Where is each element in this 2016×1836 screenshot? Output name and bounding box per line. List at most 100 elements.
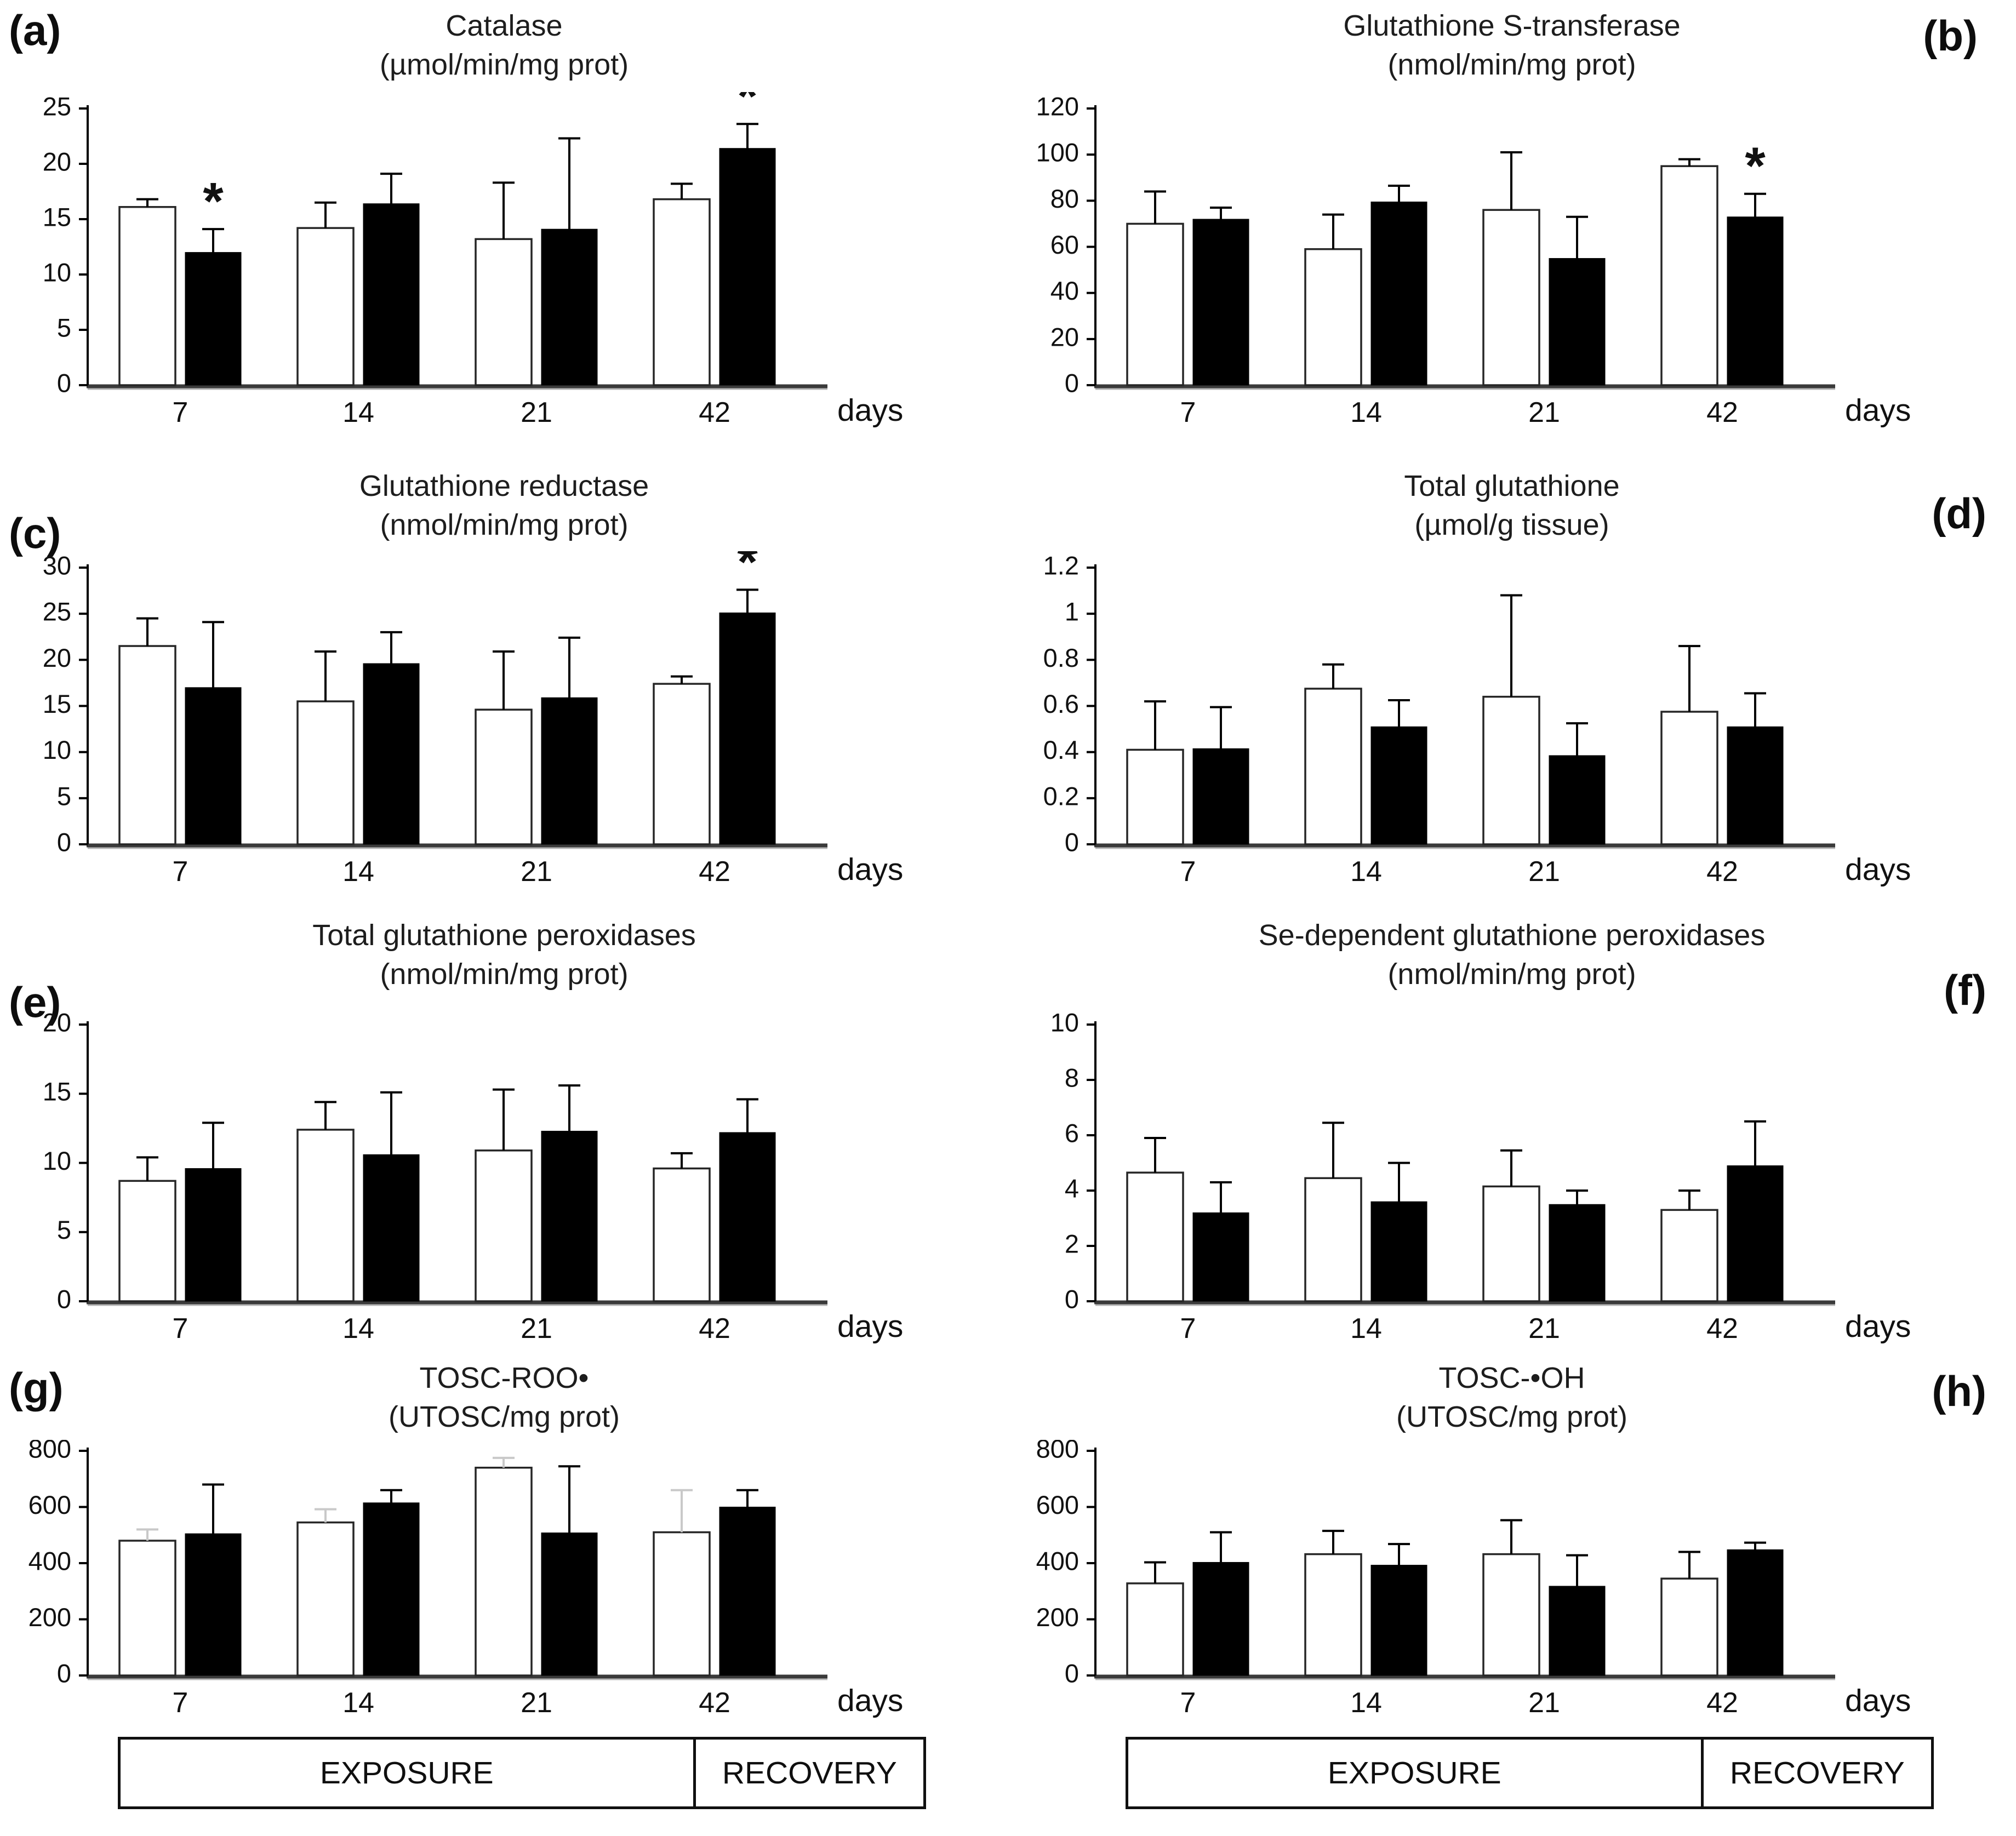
bar-white-series [118, 206, 176, 386]
bar-black-series [363, 663, 420, 845]
x-tick-label: 21 [521, 397, 552, 428]
chart-canvas-c: 0 5 10 15 20 25 30 7 14 21 42 * days [43, 551, 904, 888]
chart-canvas-a: 0 5 10 15 20 25 7 14 21 42 * * days [43, 92, 904, 428]
bar-white-series [1482, 209, 1540, 386]
x-tick-label: 7 [173, 856, 189, 888]
x-tick-label: 21 [1528, 1313, 1560, 1345]
y-tick-label: 0.8 [1043, 643, 1079, 672]
y-tick-label: 1.2 [1043, 551, 1079, 580]
phase-bar: EXPOSURE RECOVERY [1126, 1737, 1934, 1809]
y-tick-label: 100 [1036, 138, 1079, 167]
panel-e-total-glutathione-peroxidases: (e) Total glutathione peroxidases (nmol/… [0, 916, 1008, 1359]
x-tick-label: 7 [173, 1313, 189, 1345]
bar-black-series [541, 1130, 598, 1302]
bar-black-series [1370, 1565, 1427, 1676]
y-tick-label: 600 [28, 1490, 71, 1519]
y-tick-label: 0 [57, 368, 71, 397]
y-tick-label: 0 [1065, 1284, 1079, 1313]
y-tick-label: 30 [43, 551, 71, 580]
bar-white-series [296, 1129, 355, 1302]
significance-asterisk: * [737, 551, 758, 591]
panel-title: Se-dependent glutathione peroxidases (nm… [1008, 916, 2016, 994]
significance-asterisk: * [203, 172, 224, 231]
panel-letter: (c) [9, 509, 61, 557]
bar-white-series [653, 198, 711, 386]
x-tick-label: 7 [1180, 1313, 1196, 1345]
bar-white-series [1126, 1171, 1184, 1302]
x-axis-title: days [837, 1309, 903, 1344]
y-tick-label: 60 [1050, 230, 1079, 259]
panel-letter: (h) [1932, 1367, 1986, 1415]
y-tick-label: 5 [57, 781, 71, 810]
bar-white-series [296, 700, 355, 845]
chart-unit: (µmol/min/mg prot) [379, 48, 629, 82]
y-tick-label: 80 [1050, 184, 1079, 213]
bar-white-series [1304, 1553, 1362, 1677]
panel-title: Total glutathione peroxidases (nmol/min/… [0, 916, 1008, 994]
bar-white-series [653, 1531, 711, 1677]
x-tick-label: 7 [1180, 1687, 1196, 1719]
bar-black-series [541, 228, 598, 386]
x-tick-label: 14 [1350, 1687, 1382, 1719]
chart-unit: (nmol/min/mg prot) [380, 508, 629, 542]
bar-black-series [1727, 726, 1784, 845]
chart-canvas-f: 0 2 4 6 8 10 7 14 21 42 days [1050, 1008, 1911, 1345]
bar-black-series [1727, 216, 1784, 386]
y-tick-label: 0.2 [1043, 781, 1079, 810]
y-tick-label: 10 [1050, 1008, 1079, 1037]
bar-black-series [1192, 1212, 1249, 1302]
significance-asterisk: * [1745, 137, 1766, 196]
x-tick-label: 14 [342, 397, 374, 428]
chart-canvas-e: 0 5 10 15 20 7 14 21 42 days [43, 1008, 904, 1345]
chart-unit: (UTOSC/mg prot) [1396, 1400, 1628, 1434]
panel-f-se-dependent-glutathione-peroxidases: (f) Se-dependent glutathione peroxidases… [1008, 916, 2016, 1359]
bar-white-series [653, 683, 711, 845]
y-tick-label: 40 [1050, 276, 1079, 305]
chart-unit: (nmol/min/mg prot) [380, 958, 629, 991]
phase-bar: EXPOSURE RECOVERY [118, 1737, 926, 1809]
y-tick-label: 20 [1050, 322, 1079, 351]
panel-title: Glutathione reductase (nmol/min/mg prot) [0, 467, 1008, 545]
y-tick-label: 0 [1065, 368, 1079, 397]
y-tick-label: 600 [1036, 1490, 1079, 1519]
x-tick-label: 21 [521, 1687, 552, 1719]
y-tick-label: 0 [1065, 1658, 1079, 1688]
bar-white-series [296, 227, 355, 386]
bar-black-series [1192, 748, 1249, 845]
chart-title: Glutathione S-transferase [1343, 9, 1681, 42]
x-tick-label: 42 [699, 1687, 730, 1719]
bar-white-series [296, 1521, 355, 1677]
bar-white-series [118, 645, 176, 845]
bar-white-series [475, 1467, 533, 1677]
y-tick-label: 800 [28, 1440, 71, 1463]
x-tick-label: 42 [1706, 1313, 1738, 1345]
y-tick-label: 10 [43, 1146, 71, 1175]
x-tick-label: 21 [1528, 856, 1560, 888]
chart-title: TOSC-ROO• [419, 1362, 589, 1394]
x-tick-label: 21 [521, 1313, 552, 1345]
bar-black-series [1549, 1204, 1606, 1302]
x-tick-label: 42 [699, 397, 730, 428]
y-tick-label: 4 [1065, 1174, 1079, 1203]
exposure-label: EXPOSURE [319, 1755, 494, 1791]
bar-white-series [1304, 688, 1362, 845]
bar-white-series [1660, 1209, 1718, 1302]
x-tick-label: 21 [1528, 1687, 1560, 1719]
bar-white-series [1660, 711, 1718, 845]
chart-title: Total glutathione peroxidases [312, 919, 696, 952]
x-tick-label: 7 [173, 1687, 189, 1719]
chart-title: Se-dependent glutathione peroxidases [1258, 919, 1766, 952]
bar-white-series [118, 1180, 176, 1302]
y-tick-label: 800 [1036, 1440, 1079, 1463]
chart-unit: (nmol/min/mg prot) [1387, 48, 1636, 82]
exposure-label-box: EXPOSURE [1126, 1737, 1704, 1809]
bar-black-series [1370, 1201, 1427, 1302]
bar-white-series [475, 1149, 533, 1302]
x-tick-label: 7 [1180, 397, 1196, 428]
recovery-label: RECOVERY [1729, 1755, 1905, 1791]
recovery-label-box: RECOVERY [693, 1737, 926, 1809]
y-tick-label: 6 [1065, 1118, 1079, 1147]
chart-unit: (nmol/min/mg prot) [1387, 958, 1636, 991]
